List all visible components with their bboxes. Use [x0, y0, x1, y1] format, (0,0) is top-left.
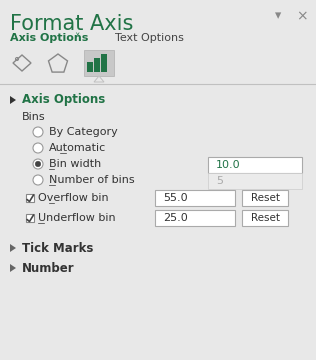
- Text: Number of bins: Number of bins: [49, 175, 135, 185]
- Text: Overflow bin: Overflow bin: [38, 193, 109, 203]
- FancyBboxPatch shape: [208, 157, 302, 173]
- FancyBboxPatch shape: [155, 190, 235, 206]
- FancyBboxPatch shape: [26, 194, 34, 202]
- Polygon shape: [10, 264, 16, 272]
- Text: Number: Number: [22, 261, 75, 274]
- FancyBboxPatch shape: [242, 210, 288, 226]
- Text: 55.0: 55.0: [163, 193, 188, 203]
- Circle shape: [33, 143, 43, 153]
- Text: 10.0: 10.0: [216, 160, 240, 170]
- Text: Axis Options: Axis Options: [22, 94, 105, 107]
- Text: Underflow bin: Underflow bin: [38, 213, 116, 223]
- Polygon shape: [10, 244, 16, 252]
- Text: By Category: By Category: [49, 127, 118, 137]
- Text: Automatic: Automatic: [49, 143, 106, 153]
- FancyBboxPatch shape: [242, 190, 288, 206]
- Text: Text Options: Text Options: [115, 33, 184, 43]
- FancyBboxPatch shape: [94, 58, 100, 72]
- FancyBboxPatch shape: [26, 214, 34, 222]
- Text: Format Axis: Format Axis: [10, 14, 133, 34]
- Text: ×: ×: [296, 9, 308, 23]
- Polygon shape: [94, 76, 104, 82]
- Text: ˅: ˅: [75, 33, 81, 43]
- Circle shape: [35, 161, 41, 167]
- FancyBboxPatch shape: [208, 173, 302, 189]
- Text: Tick Marks: Tick Marks: [22, 242, 93, 255]
- Text: Reset: Reset: [251, 193, 279, 203]
- FancyBboxPatch shape: [84, 50, 114, 76]
- Polygon shape: [10, 96, 16, 104]
- FancyBboxPatch shape: [101, 54, 107, 72]
- Circle shape: [33, 127, 43, 137]
- Text: 5: 5: [216, 176, 223, 186]
- FancyBboxPatch shape: [155, 210, 235, 226]
- Text: Axis Options: Axis Options: [10, 33, 88, 43]
- Text: Bin width: Bin width: [49, 159, 101, 169]
- Circle shape: [33, 159, 43, 169]
- Text: Bins: Bins: [22, 112, 46, 122]
- Circle shape: [33, 175, 43, 185]
- Text: Reset: Reset: [251, 213, 279, 223]
- Text: 25.0: 25.0: [163, 213, 188, 223]
- Text: ▾: ▾: [275, 9, 281, 22]
- FancyBboxPatch shape: [87, 62, 93, 72]
